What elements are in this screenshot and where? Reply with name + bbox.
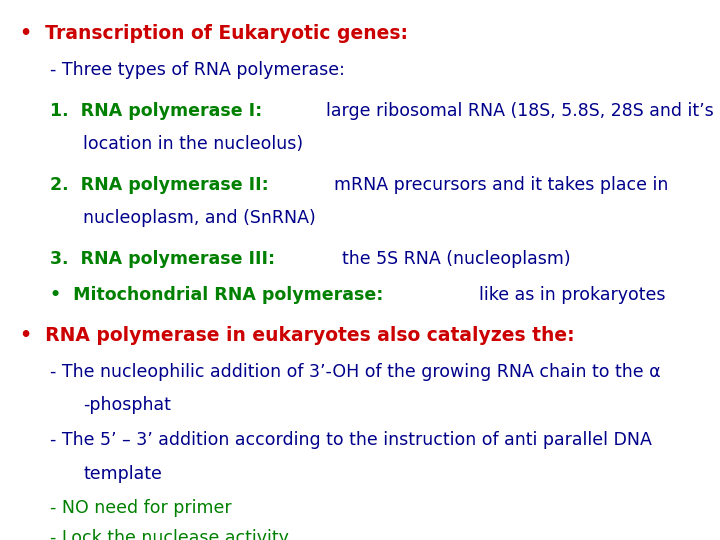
- Text: template: template: [84, 465, 162, 483]
- Text: the 5S RNA (nucleoplasm): the 5S RNA (nucleoplasm): [342, 250, 570, 268]
- Text: - The nucleophilic addition of 3’-OH of the growing RNA chain to the α: - The nucleophilic addition of 3’-OH of …: [50, 363, 660, 381]
- Text: •  Transcription of Eukaryotic genes:: • Transcription of Eukaryotic genes:: [20, 24, 408, 43]
- Text: •  RNA polymerase in eukaryotes also catalyzes the:: • RNA polymerase in eukaryotes also cata…: [20, 326, 575, 345]
- Text: •  Mitochondrial RNA polymerase:: • Mitochondrial RNA polymerase:: [50, 286, 389, 304]
- Text: -phosphat: -phosphat: [84, 396, 171, 414]
- Text: like as in prokaryotes: like as in prokaryotes: [479, 286, 665, 304]
- Text: large ribosomal RNA (18S, 5.8S, 28S and it’s: large ribosomal RNA (18S, 5.8S, 28S and …: [325, 102, 714, 120]
- Text: location in the nucleolus): location in the nucleolus): [84, 135, 304, 153]
- Text: - Lock the nuclease activity: - Lock the nuclease activity: [50, 529, 289, 540]
- Text: nucleoplasm, and (SnRNA): nucleoplasm, and (SnRNA): [84, 209, 316, 227]
- Text: - NO need for primer: - NO need for primer: [50, 498, 231, 517]
- Text: mRNA precursors and it takes place in: mRNA precursors and it takes place in: [334, 176, 668, 194]
- Text: - Three types of RNA polymerase:: - Three types of RNA polymerase:: [50, 61, 344, 79]
- Text: 1.  RNA polymerase I:: 1. RNA polymerase I:: [50, 102, 268, 120]
- Text: 3.  RNA polymerase III:: 3. RNA polymerase III:: [50, 250, 281, 268]
- Text: 2.  RNA polymerase II:: 2. RNA polymerase II:: [50, 176, 274, 194]
- Text: - The 5’ – 3’ addition according to the instruction of anti parallel DNA: - The 5’ – 3’ addition according to the …: [50, 431, 652, 449]
